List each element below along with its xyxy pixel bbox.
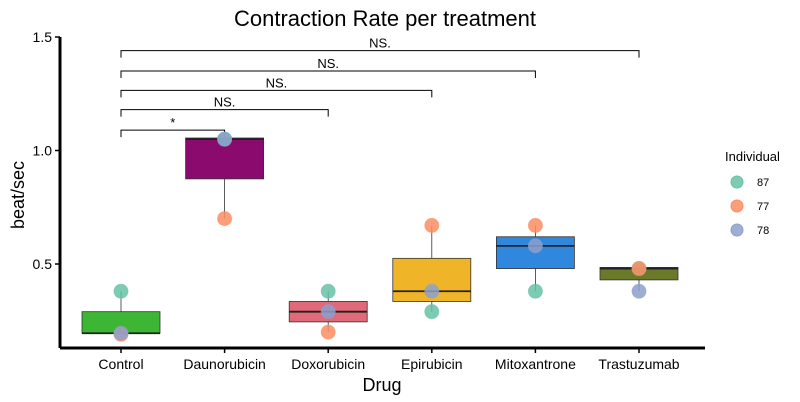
data-point bbox=[527, 238, 543, 254]
box-epirubicin bbox=[392, 225, 472, 312]
data-point bbox=[113, 283, 129, 299]
legend: Individual 87 77 78 bbox=[725, 149, 780, 237]
significance-bracket: * bbox=[120, 115, 226, 138]
bracket-line bbox=[120, 109, 329, 117]
y-tick-label: 1.0 bbox=[33, 143, 53, 159]
x-tick-label: Mitoxantrone bbox=[495, 356, 576, 372]
y-tick-label: 1.5 bbox=[33, 29, 53, 45]
significance-bracket: NS. bbox=[120, 95, 329, 117]
significance-label: * bbox=[170, 115, 175, 130]
box-daunorubicin bbox=[185, 136, 265, 219]
data-point bbox=[217, 211, 233, 227]
axes: 0.5 1.0 1.5 Control Daunorubicin Doxorubicin E… bbox=[33, 29, 705, 372]
chart-title: Contraction Rate per treatment bbox=[234, 6, 536, 31]
significance-annotations: * NS. NS. NS. NS. bbox=[120, 36, 640, 138]
data-point bbox=[320, 324, 336, 340]
data-point bbox=[113, 325, 129, 341]
x-axis-label: Drug bbox=[362, 375, 401, 395]
point-layer bbox=[113, 131, 647, 342]
data-point bbox=[527, 283, 543, 299]
data-point bbox=[631, 261, 647, 277]
x-tick-label: Doxorubicin bbox=[291, 356, 365, 372]
significance-bracket: NS. bbox=[120, 56, 536, 79]
legend-label: 77 bbox=[757, 201, 769, 213]
x-tick-label: Trastuzumab bbox=[598, 356, 679, 372]
box-rect bbox=[392, 257, 472, 302]
data-point bbox=[424, 217, 440, 233]
bracket-line bbox=[120, 50, 640, 58]
significance-label: NS. bbox=[317, 56, 339, 71]
y-axis-label: beat/sec bbox=[8, 161, 28, 229]
significance-label: NS. bbox=[369, 36, 391, 51]
x-tick-label: Epirubicin bbox=[401, 356, 462, 372]
legend-swatch bbox=[730, 199, 744, 213]
significance-label: NS. bbox=[266, 75, 288, 90]
legend-title: Individual bbox=[725, 149, 780, 164]
bracket-line bbox=[120, 129, 226, 138]
legend-swatch bbox=[730, 223, 744, 237]
x-tick-label: Daunorubicin bbox=[183, 356, 266, 372]
significance-label: NS. bbox=[214, 95, 236, 110]
significance-bracket: NS. bbox=[120, 75, 433, 98]
box-mitoxantrone bbox=[495, 225, 575, 292]
significance-bracket: NS. bbox=[120, 36, 640, 58]
bracket-line bbox=[120, 89, 433, 98]
y-tick-label: 0.5 bbox=[33, 256, 53, 272]
bracket-line bbox=[120, 70, 536, 79]
data-point bbox=[631, 283, 647, 299]
data-point bbox=[527, 217, 543, 233]
data-point bbox=[217, 131, 233, 147]
legend-label: 78 bbox=[757, 225, 769, 237]
data-point bbox=[424, 283, 440, 299]
data-point bbox=[424, 304, 440, 320]
data-point bbox=[320, 304, 336, 320]
legend-swatch bbox=[730, 175, 744, 189]
data-point bbox=[320, 283, 336, 299]
legend-label: 87 bbox=[757, 177, 769, 189]
x-tick-label: Control bbox=[98, 356, 143, 372]
box-layer bbox=[81, 136, 679, 335]
